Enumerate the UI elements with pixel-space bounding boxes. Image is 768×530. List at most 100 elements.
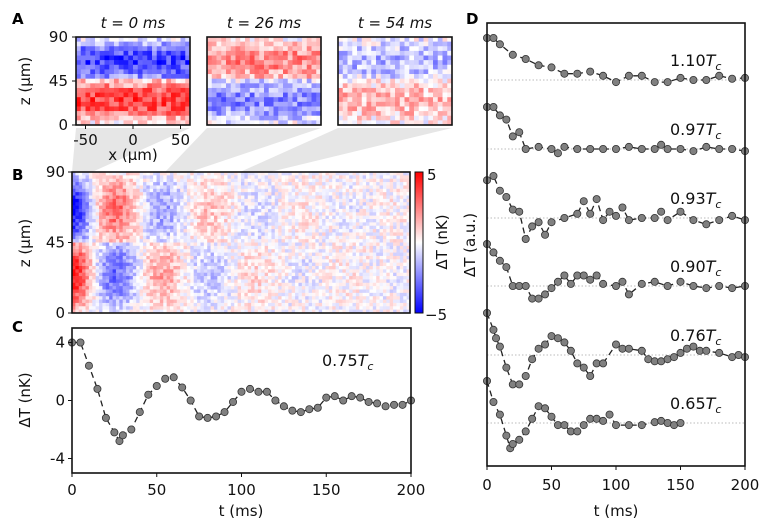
heatmap-cell — [251, 222, 255, 227]
heatmap-cell — [200, 232, 205, 237]
heatmap-cell — [82, 229, 86, 233]
heatmap-cell — [268, 115, 274, 121]
heatmap-cell — [230, 225, 235, 230]
heatmap-cell — [147, 115, 153, 121]
heatmap-cell — [437, 46, 443, 52]
heatmap-cell — [366, 50, 372, 56]
heatmap-cell — [221, 106, 227, 112]
heatmap-cell — [221, 69, 227, 75]
heatmap-cell — [203, 172, 208, 176]
heatmap-cell — [396, 235, 401, 240]
heatmap-cell — [278, 289, 282, 294]
heatmap-cell — [193, 188, 198, 193]
heatmap-cell — [399, 60, 405, 66]
heatmap-cell — [224, 185, 228, 190]
heatmap-cell — [406, 235, 411, 240]
heatmap-cell — [197, 212, 201, 216]
heatmap-cell — [382, 198, 387, 203]
heatmap-cell — [126, 208, 130, 213]
heatmap-cell — [428, 83, 434, 89]
heatmap-cell — [284, 289, 289, 294]
heatmap-cell — [315, 276, 320, 280]
heatmap-cell — [237, 279, 242, 284]
heatmap-cell — [352, 60, 358, 66]
heatmap-cell — [235, 60, 241, 66]
heatmap-cell — [72, 242, 76, 247]
heatmap-cell — [288, 245, 292, 250]
heatmap-cell — [166, 115, 172, 121]
heatmap-cell — [325, 229, 330, 233]
heatmap-cell — [176, 175, 181, 180]
heatmap-cell — [362, 182, 367, 186]
heatmap-cell — [197, 229, 201, 233]
heatmap-cell — [355, 215, 360, 220]
heatmap-cell — [376, 208, 380, 213]
heatmap-cell — [153, 282, 157, 287]
heatmap-cell — [284, 242, 289, 247]
heatmap-cell — [376, 215, 380, 220]
heatmap-cell — [338, 106, 344, 112]
heatmap-cell — [200, 289, 205, 294]
heatmap-cell — [156, 106, 162, 112]
heatmap-cell — [311, 208, 316, 213]
heatmap-cell — [305, 185, 309, 190]
heatmap-cell — [129, 282, 134, 287]
heatmap-cell — [203, 239, 208, 243]
heatmap-cell — [261, 286, 265, 290]
heatmap-cell — [146, 242, 151, 247]
heatmap-cell — [133, 78, 139, 84]
heatmap-cell — [180, 60, 186, 66]
heatmap-cell — [159, 222, 164, 227]
heatmap-cell — [298, 235, 303, 240]
heatmap-cell — [136, 225, 140, 230]
heatmap-cell — [197, 276, 201, 280]
heatmap-cell — [161, 55, 167, 61]
heatmap-cell — [122, 262, 127, 267]
heatmap-cell — [142, 74, 148, 79]
heatmap-cell — [311, 97, 317, 103]
heatmap-cell — [149, 269, 154, 274]
heatmap-cell — [386, 205, 391, 210]
heatmap-cell — [171, 87, 177, 93]
heatmap-cell — [355, 188, 360, 193]
heatmap-cell — [268, 269, 272, 274]
heatmap-cell — [366, 205, 370, 210]
heatmap-cell — [176, 219, 181, 223]
heatmap-cell — [311, 101, 317, 107]
heatmap-cell — [237, 239, 242, 243]
heatmap-cell — [136, 195, 140, 200]
heatmap-cell — [271, 239, 276, 243]
heatmap-cell — [332, 215, 336, 220]
heatmap-cell — [247, 289, 252, 294]
heatmap-cell — [395, 101, 401, 107]
heatmap-cell — [278, 46, 284, 52]
heatmap-cell — [139, 249, 144, 253]
heatmap-t0 — [75, 36, 191, 126]
heatmap-cell — [389, 232, 394, 237]
heatmap-cell — [203, 282, 208, 287]
heatmap-cell — [237, 219, 242, 223]
heatmap-cell — [379, 182, 384, 186]
heatmap-cell — [166, 60, 172, 66]
heatmap-cell — [241, 175, 245, 180]
heatmap-cell — [406, 276, 411, 280]
heatmap-cell — [244, 235, 249, 240]
heatmap-cell — [72, 222, 76, 227]
heatmap-cell — [88, 219, 93, 223]
heatmap-cell — [95, 46, 101, 52]
heatmap-cell — [136, 245, 140, 250]
heatmap-cell — [237, 276, 242, 280]
heatmap-cell — [95, 60, 101, 66]
heatmap-cell — [186, 172, 191, 176]
heatmap-cell — [414, 46, 420, 52]
heatmap-cell — [114, 120, 120, 126]
heatmap-cell — [284, 279, 289, 284]
heatmap-cell — [418, 97, 424, 103]
heatmap-cell — [311, 172, 316, 176]
heatmap-cell — [99, 69, 105, 75]
heatmap-cell — [271, 249, 276, 253]
heatmap-cell — [82, 262, 86, 267]
heatmap-cell — [163, 205, 167, 210]
heatmap-cell — [376, 195, 380, 200]
